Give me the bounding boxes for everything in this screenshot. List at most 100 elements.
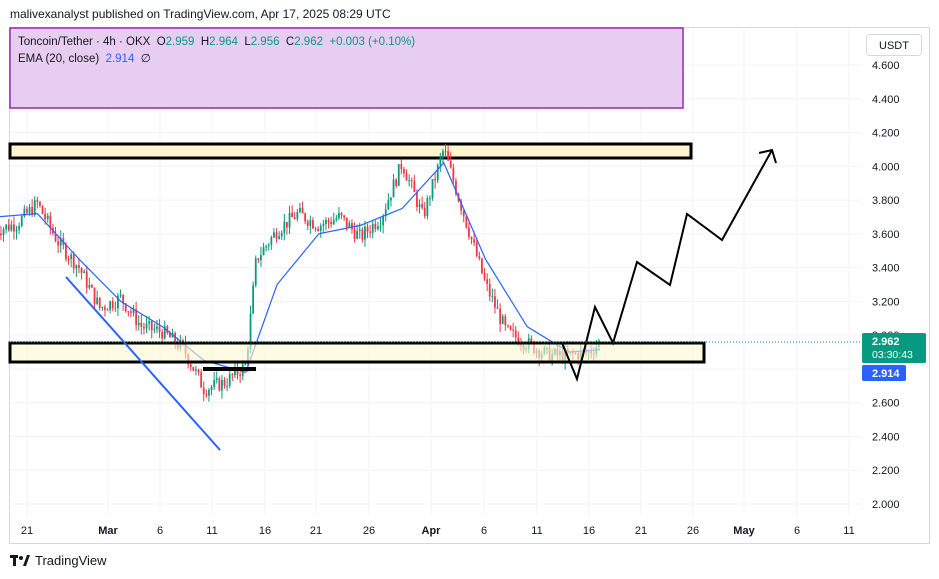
- close-label: C: [285, 36, 295, 48]
- x-tick-label: 11: [206, 525, 217, 537]
- ema-value: 2.914: [105, 53, 135, 65]
- candle-body: [202, 387, 205, 395]
- candle-body: [278, 236, 281, 239]
- x-tick-label: 26: [363, 525, 375, 537]
- candle-body: [395, 179, 398, 186]
- ema-label[interactable]: EMA (20, close): [18, 53, 100, 65]
- candle-body: [215, 378, 218, 381]
- y-tick-label: 4.000: [872, 161, 900, 173]
- candle-body: [23, 208, 26, 217]
- candle-body: [65, 244, 67, 259]
- candle-body: [75, 265, 78, 269]
- countdown-label: 03:30:43: [872, 349, 913, 361]
- candle-body: [371, 223, 374, 233]
- footer-brand-label: TradingView: [35, 553, 107, 568]
- candle-body: [343, 215, 346, 218]
- price-axis: 4.600 4.400 4.200 4.000 3.800 3.600 3.400 3.200…: [872, 60, 900, 511]
- candle-body: [166, 326, 169, 334]
- candle-body: [109, 301, 112, 310]
- candle-body: [72, 254, 75, 269]
- candle-body: [96, 297, 99, 304]
- candle-body: [189, 364, 192, 367]
- candle-body: [358, 229, 361, 231]
- candle-body: [88, 285, 91, 288]
- candle-body: [364, 226, 366, 240]
- x-tick-label: 6: [794, 525, 800, 537]
- candle-body: [512, 329, 515, 331]
- candle-body: [322, 224, 325, 226]
- y-tick-label: 4.400: [872, 94, 900, 106]
- candle-body: [93, 287, 96, 304]
- candle-body: [197, 369, 200, 373]
- candle-body: [265, 246, 268, 248]
- candle-body: [140, 322, 143, 327]
- candle-body: [312, 220, 314, 229]
- candle-body: [161, 331, 164, 339]
- candle-body: [397, 164, 400, 186]
- low-label: L: [244, 36, 251, 48]
- candle-body: [405, 173, 408, 181]
- candle-body: [13, 224, 15, 232]
- candle-body: [473, 239, 476, 243]
- candle-body: [101, 307, 104, 309]
- candle-body: [46, 215, 49, 220]
- candle-body: [239, 374, 242, 376]
- candle-body: [377, 226, 379, 229]
- candle-body: [319, 225, 322, 231]
- candle-body: [114, 307, 117, 309]
- high-value: 2.964: [209, 36, 238, 48]
- candle-body: [353, 229, 356, 239]
- candle-body: [332, 219, 335, 225]
- chart-legend: Toncoin/Tether · 4h · OKX O2.959 H2.964 …: [18, 34, 415, 68]
- symbol-row: Toncoin/Tether · 4h · OKX O2.959 H2.964 …: [18, 34, 415, 51]
- price-badge: 2.962 03:30:43: [862, 333, 926, 363]
- publisher-line: malivexanalyst published on TradingView.…: [10, 7, 391, 21]
- candle-body: [483, 273, 486, 280]
- footer-brand[interactable]: TradingView: [10, 553, 107, 568]
- candle-body: [429, 198, 431, 200]
- candle-body: [507, 325, 509, 327]
- candle-body: [491, 296, 494, 298]
- candle-body: [254, 258, 257, 286]
- candle-body: [20, 216, 23, 226]
- candle-body: [361, 229, 364, 240]
- y-tick-label: 2.600: [872, 398, 900, 410]
- candle-body: [273, 232, 275, 238]
- candle-body: [442, 151, 444, 158]
- candle-body: [91, 285, 93, 288]
- x-tick-label: Apr: [422, 525, 442, 537]
- candle-body: [174, 332, 177, 344]
- candle-body: [111, 301, 114, 308]
- candle-body: [117, 295, 119, 309]
- candle-body: [348, 223, 351, 228]
- ema-row: EMA (20, close) 2.914 ∅: [18, 51, 415, 68]
- candle-body: [465, 216, 468, 228]
- candle-body: [130, 311, 132, 313]
- candle-body: [210, 386, 213, 390]
- candle-body: [83, 271, 86, 273]
- candle-body: [280, 232, 283, 237]
- symbol-name[interactable]: Toncoin/Tether · 4h · OKX: [18, 36, 151, 48]
- candle-body: [382, 215, 385, 226]
- candle-body: [288, 212, 291, 228]
- candle-body: [439, 157, 442, 166]
- candle-body: [44, 213, 47, 220]
- open-value: 2.959: [165, 36, 195, 48]
- candle-body: [41, 205, 44, 214]
- candle-body: [327, 219, 330, 222]
- candle-body: [260, 255, 262, 261]
- candles: [0, 144, 600, 402]
- candle-body: [262, 247, 265, 256]
- candle-body: [418, 204, 421, 207]
- currency-button[interactable]: USDT: [866, 34, 922, 56]
- candle-body: [36, 200, 39, 202]
- candle-body: [221, 380, 223, 391]
- x-tick-label: May: [733, 525, 755, 537]
- candle-body: [70, 254, 73, 260]
- candle-body: [309, 220, 312, 226]
- candle-body: [257, 258, 260, 261]
- candle-body: [436, 165, 439, 181]
- low-value: 2.956: [250, 36, 280, 48]
- candle-body: [340, 212, 343, 216]
